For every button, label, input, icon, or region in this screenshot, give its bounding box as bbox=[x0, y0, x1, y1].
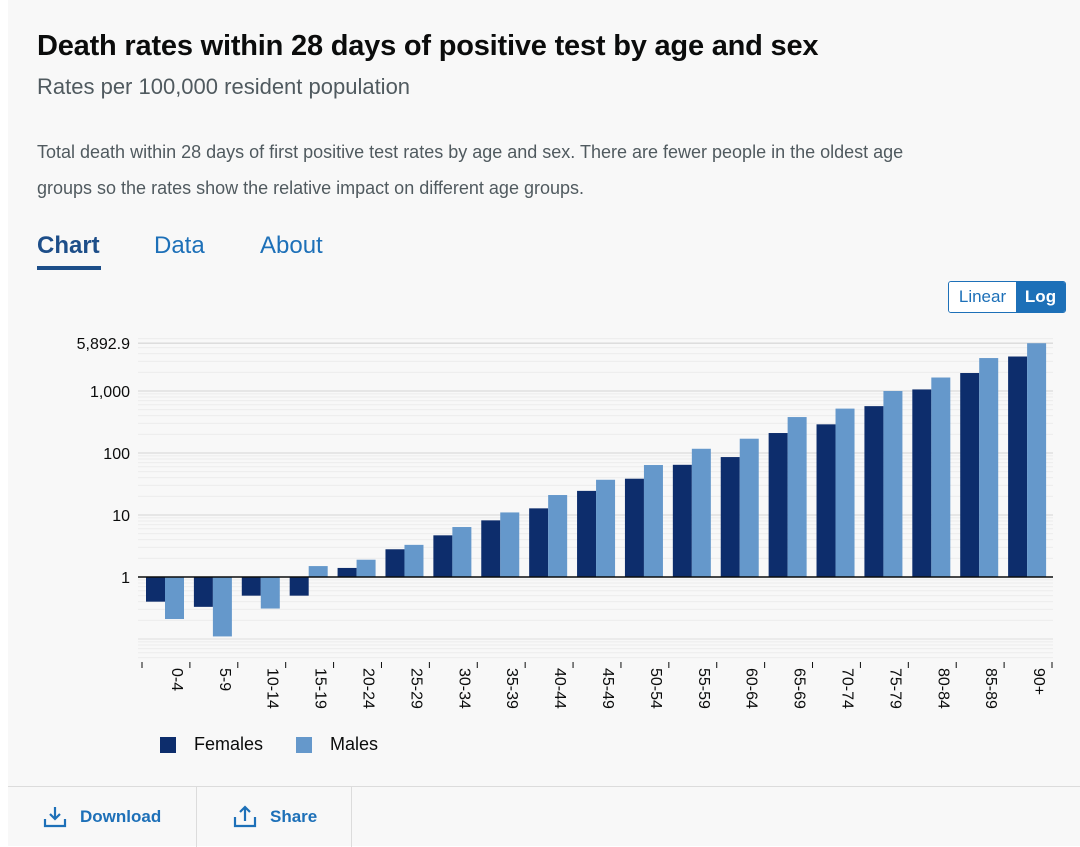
bar-females-80-84 bbox=[912, 389, 932, 577]
bar-males-15-19 bbox=[308, 566, 328, 577]
x-tick-label: 30-34 bbox=[455, 668, 472, 709]
x-tick-label: 20-24 bbox=[360, 668, 377, 709]
legend-label-males: Males bbox=[330, 734, 379, 754]
scale-toggle: Linear Log bbox=[948, 281, 1066, 313]
bar-males-50-54 bbox=[643, 465, 663, 577]
bar-females-30-34 bbox=[433, 535, 453, 577]
active-tab-indicator bbox=[37, 266, 101, 270]
download-icon bbox=[43, 807, 67, 828]
x-tick-label: 40-44 bbox=[551, 668, 568, 709]
x-tick-label: 90+ bbox=[1030, 668, 1047, 695]
bar-females-15-19 bbox=[289, 577, 309, 596]
bar-females-25-29 bbox=[385, 549, 405, 577]
x-tick-label: 35-39 bbox=[503, 668, 520, 709]
bar-males-75-79 bbox=[883, 391, 903, 577]
bar-males-35-39 bbox=[500, 512, 520, 577]
bar-males-30-34 bbox=[452, 527, 472, 577]
x-tick-label: 55-59 bbox=[695, 668, 712, 709]
bar-chart: 1 10 100 1,000 5,892.9 0-4 5-9 10-14 15-19 20-24 2… bbox=[77, 336, 1053, 709]
legend-label-females: Females bbox=[194, 734, 264, 754]
share-button[interactable]: Share bbox=[232, 787, 317, 847]
bar-females-75-79 bbox=[864, 406, 884, 577]
linear-scale-button[interactable]: Linear bbox=[949, 282, 1016, 312]
bar-females-85-89 bbox=[960, 373, 980, 577]
download-label: Download bbox=[80, 807, 162, 826]
bar-females-10-14 bbox=[241, 577, 261, 596]
log-scale-button[interactable]: Log bbox=[1016, 282, 1065, 312]
bar-females-0-4 bbox=[146, 577, 165, 602]
x-tick-label: 0-4 bbox=[168, 668, 185, 691]
x-tick-label: 25-29 bbox=[407, 668, 424, 709]
bar-males-45-49 bbox=[596, 479, 616, 577]
legend-swatch-males bbox=[296, 736, 312, 753]
bar-females-70-74 bbox=[816, 424, 836, 577]
bar-males-70-74 bbox=[835, 408, 855, 577]
y-tick-label: 1 bbox=[121, 570, 130, 587]
chart-subtitle: Rates per 100,000 resident population bbox=[37, 74, 411, 99]
x-tick-label: 85-89 bbox=[982, 668, 999, 709]
bar-females-35-39 bbox=[481, 520, 501, 577]
footer-divider bbox=[196, 787, 197, 847]
bar-females-50-54 bbox=[624, 478, 644, 577]
x-tick-label: 70-74 bbox=[838, 668, 855, 709]
y-tick-label: 5,892.9 bbox=[77, 336, 130, 353]
bar-males-40-44 bbox=[548, 495, 568, 577]
bar-males-60-64 bbox=[739, 438, 759, 577]
bar-males-20-24 bbox=[356, 559, 376, 577]
share-icon bbox=[233, 805, 257, 828]
x-tick-label: 60-64 bbox=[743, 668, 760, 709]
bar-males-25-29 bbox=[404, 544, 424, 577]
x-tick-label: 45-49 bbox=[599, 668, 616, 709]
x-tick-label: 5-9 bbox=[216, 668, 233, 691]
y-tick-label: 10 bbox=[112, 508, 130, 525]
bar-females-55-59 bbox=[672, 464, 692, 577]
legend-item-males: Males bbox=[296, 734, 378, 755]
x-tick-label: 65-69 bbox=[791, 668, 808, 709]
legend-swatch-females bbox=[160, 736, 176, 753]
chart-title: Death rates within 28 days of positive t… bbox=[37, 30, 819, 62]
bar-females-60-64 bbox=[720, 457, 740, 577]
bar-males-90+ bbox=[1027, 343, 1047, 577]
bar-males-65-69 bbox=[787, 417, 807, 577]
bar-females-40-44 bbox=[529, 508, 549, 577]
bar-females-20-24 bbox=[337, 567, 357, 577]
footer-divider-2 bbox=[351, 787, 352, 847]
x-tick-label: 10-14 bbox=[264, 668, 281, 709]
bar-males-0-4 bbox=[165, 577, 184, 620]
bar-males-10-14 bbox=[260, 577, 280, 609]
share-label: Share bbox=[270, 807, 318, 826]
x-tick-label: 15-19 bbox=[312, 668, 329, 709]
bar-males-55-59 bbox=[691, 448, 711, 577]
chart-card: Death rates within 28 days of positive t… bbox=[8, 0, 1080, 847]
chart-description: Total death within 28 days of first posi… bbox=[37, 142, 904, 198]
chart-footer: Download Share bbox=[8, 786, 1080, 847]
x-tick-label: 75-79 bbox=[886, 668, 903, 709]
y-tick-label: 100 bbox=[103, 446, 130, 463]
bar-females-45-49 bbox=[577, 490, 597, 577]
tab-about[interactable]: About bbox=[260, 232, 323, 259]
tab-chart[interactable]: Chart bbox=[37, 232, 100, 259]
bar-males-80-84 bbox=[931, 377, 951, 577]
y-tick-label: 1,000 bbox=[90, 384, 130, 401]
bar-females-5-9 bbox=[193, 577, 213, 607]
bar-males-5-9 bbox=[212, 577, 232, 637]
bar-females-90+ bbox=[1008, 356, 1028, 577]
legend-item-females: Females bbox=[160, 734, 263, 755]
tab-data[interactable]: Data bbox=[154, 232, 205, 259]
download-button[interactable]: Download bbox=[42, 787, 161, 847]
bar-females-65-69 bbox=[768, 433, 788, 577]
x-tick-label: 80-84 bbox=[934, 668, 951, 709]
x-tick-label: 50-54 bbox=[647, 668, 664, 709]
bar-males-85-89 bbox=[979, 358, 999, 577]
